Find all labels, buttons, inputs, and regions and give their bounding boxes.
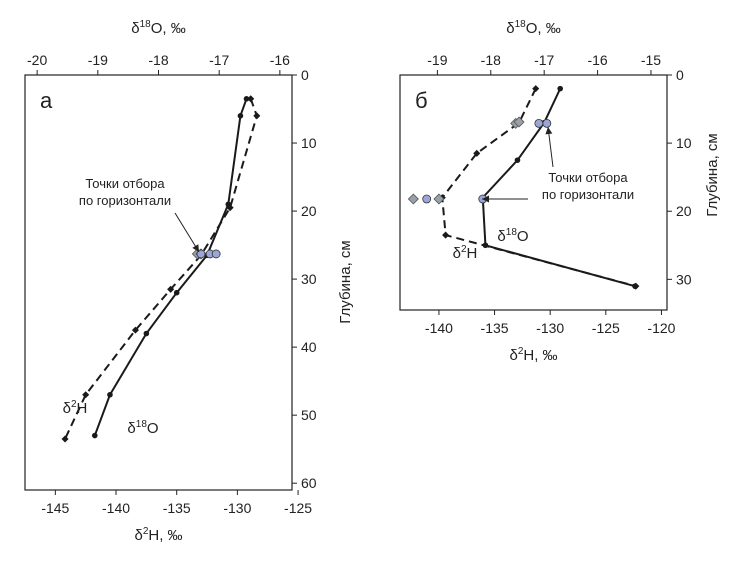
data-point-d2H xyxy=(253,112,261,120)
bottom-axis-title: δ2H, ‰ xyxy=(509,346,557,364)
bottom-tick-label: -120 xyxy=(647,320,675,336)
depth-tick-label: 50 xyxy=(301,407,317,423)
bottom-axis-title: δ2H, ‰ xyxy=(134,526,182,544)
depth-tick-label: 10 xyxy=(301,135,317,151)
data-point-d18O xyxy=(514,157,521,163)
annotation-arrow xyxy=(174,212,200,253)
annotation-line-2: по горизонтали xyxy=(542,187,634,202)
annotation-line-1: Точки отбора xyxy=(548,170,628,185)
data-point-d2H xyxy=(632,282,640,290)
horizontal-sample-d18O xyxy=(422,194,432,204)
horizontal-sample-d2H xyxy=(433,193,445,205)
top-tick-label: -16 xyxy=(587,52,607,68)
horizontal-sample-d18O xyxy=(211,249,221,259)
bottom-tick-label: -130 xyxy=(536,320,564,336)
data-point-d2H xyxy=(442,231,450,239)
series-label-d2H: δ2H xyxy=(453,244,478,262)
depth-tick-label: 20 xyxy=(676,203,692,219)
horizontal-sample-d2H xyxy=(513,116,525,128)
chart-panel-b: -19 -18 -17 -16 -15 -140 -135 -130 -125 -120 0 10 20… xyxy=(399,19,721,364)
top-axis-title: δ18O, ‰ xyxy=(131,19,186,37)
annotation-line-2: по горизонтали xyxy=(79,193,171,208)
bottom-tick-label: -140 xyxy=(102,500,130,516)
depth-tick-label: 0 xyxy=(301,67,309,83)
depth-tick-label: 0 xyxy=(676,67,684,83)
top-tick-label: -18 xyxy=(481,52,501,68)
top-tick-label: -17 xyxy=(209,52,229,68)
data-point-d18O xyxy=(173,289,180,296)
depth-tick-label: 10 xyxy=(676,135,692,151)
top-axis-title: δ18O, ‰ xyxy=(506,19,561,37)
series-label-d2H: δ2H xyxy=(63,399,88,417)
series-label-d18O: δ18O xyxy=(127,419,158,437)
bottom-tick-label: -140 xyxy=(425,320,453,336)
top-tick-label: -20 xyxy=(27,52,47,68)
top-tick-label: -18 xyxy=(148,52,168,68)
bottom-tick-label: -125 xyxy=(592,320,620,336)
annotation-line-1: Точки отбора xyxy=(85,176,165,191)
data-point-d2H xyxy=(61,435,69,443)
depth-tick-label: 30 xyxy=(676,271,692,287)
bottom-tick-label: -130 xyxy=(223,500,251,516)
top-tick-label: -16 xyxy=(270,52,290,68)
data-point-d18O xyxy=(143,330,150,337)
data-point-d18O xyxy=(91,432,98,439)
horizontal-sample-d18O xyxy=(542,118,552,128)
data-point-d2H xyxy=(82,391,90,399)
depth-axis-title: Глубина, см xyxy=(337,240,354,323)
depth-tick-label: 20 xyxy=(301,203,317,219)
annotation-arrow-2-head xyxy=(482,195,489,203)
data-point-d2H xyxy=(532,85,540,93)
data-point-d18O xyxy=(557,85,563,92)
bottom-tick-label: -145 xyxy=(41,500,69,516)
data-point-d18O xyxy=(237,113,244,119)
chart-panel-a: -20 -19 -18 -17 -16 -145 -140 -135 -130 -125 0 10 20… xyxy=(24,19,354,544)
top-tick-label: -17 xyxy=(534,52,554,68)
top-tick-label: -19 xyxy=(88,52,108,68)
data-point-d18O xyxy=(107,391,113,398)
panel-letter: а xyxy=(40,88,53,113)
top-tick-label: -15 xyxy=(641,52,661,68)
depth-tick-label: 60 xyxy=(301,475,317,491)
bottom-tick-label: -125 xyxy=(284,500,312,516)
top-tick-label: -19 xyxy=(427,52,447,68)
bottom-tick-label: -135 xyxy=(481,320,509,336)
data-point-d2H xyxy=(473,149,481,157)
data-point-d2H xyxy=(131,326,139,334)
annotation-arrow-head xyxy=(192,244,199,252)
depth-tick-label: 30 xyxy=(301,271,317,287)
horizontal-sample-d18O xyxy=(534,118,544,128)
data-point-d2H xyxy=(226,204,234,212)
series-line-d2H xyxy=(64,98,258,440)
bottom-tick-label: -135 xyxy=(163,500,191,516)
plot-frame xyxy=(399,74,668,311)
annotation-arrow-head xyxy=(545,127,553,135)
horizontal-sample-d2H xyxy=(407,193,419,205)
series-label-d18O: δ18O xyxy=(497,227,528,245)
series-line-d18O xyxy=(93,98,248,436)
depth-axis-title: Глубина, см xyxy=(704,133,721,216)
series-line-d2H xyxy=(441,88,637,288)
depth-tick-label: 40 xyxy=(301,339,317,355)
data-point-d2H xyxy=(167,285,175,293)
panel-letter: б xyxy=(415,88,428,113)
data-point-d18O xyxy=(243,96,250,102)
data-point-d2H xyxy=(247,95,255,103)
